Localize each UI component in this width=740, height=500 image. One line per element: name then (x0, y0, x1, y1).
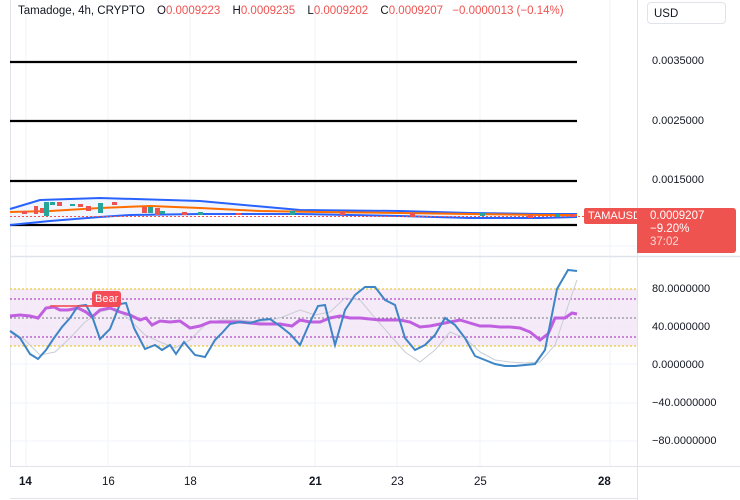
last-price: 0.0009207 (650, 210, 705, 222)
horizontal-levels (10, 60, 577, 227)
oscillator-axis-label: 0.0000000 (652, 359, 704, 371)
time-axis-label: 14 (19, 476, 32, 488)
time-axis-label: 18 (184, 476, 197, 488)
time-axis-label: 23 (391, 476, 404, 488)
price-change: −0.0000013 (−0.14%) (452, 5, 564, 17)
oscillator-axis-label: 40.0000000 (652, 321, 711, 333)
low-label: L (307, 5, 314, 17)
bear-signal-label: Bear (92, 291, 122, 307)
close-label: C (380, 5, 389, 17)
oscillator-axis-label: −40.0000000 (652, 397, 717, 409)
low-value: 0.0009202 (313, 5, 369, 17)
grid (10, 0, 637, 466)
candles (22, 202, 575, 218)
close-value: 0.0009207 (388, 5, 444, 17)
time-axis-label: 28 (598, 476, 611, 488)
oscillator-axis-label: −80.0000000 (652, 435, 717, 447)
price-axis-label: 0.0025000 (652, 115, 704, 127)
currency-button[interactable]: USD (647, 2, 726, 24)
stochastic-k-line (9, 268, 578, 367)
symbol-tag: TAMAUSD (584, 208, 645, 224)
stochastic-d-line (9, 279, 578, 364)
moving-average (9, 204, 577, 216)
symbol-title: Tamadoge, 4h, CRYPTO (18, 5, 145, 17)
last-price-tag: 0.0009207 −9.20% 37:02 (637, 208, 736, 253)
bollinger-lower (9, 213, 578, 226)
bar-countdown: 37:02 (650, 236, 679, 248)
high-label: H (232, 5, 241, 17)
rsi-line (9, 305, 578, 342)
time-axis-label: 16 (102, 476, 115, 488)
time-axis-label: 25 (474, 476, 487, 488)
high-value: 0.0009235 (240, 5, 296, 17)
price-change-percent: −9.20% (650, 223, 690, 235)
time-axis-label: 21 (309, 476, 322, 488)
price-axis-label: 0.0015000 (652, 174, 704, 186)
open-value: 0.0009223 (165, 5, 221, 17)
oscillator-axis-label: 80.0000000 (652, 283, 711, 295)
symbol-legend: Tamadoge, 4h, CRYPTO O0.0009223 H0.00092… (18, 5, 564, 17)
open-label: O (156, 5, 166, 17)
price-axis-label: 0.0035000 (652, 55, 704, 67)
